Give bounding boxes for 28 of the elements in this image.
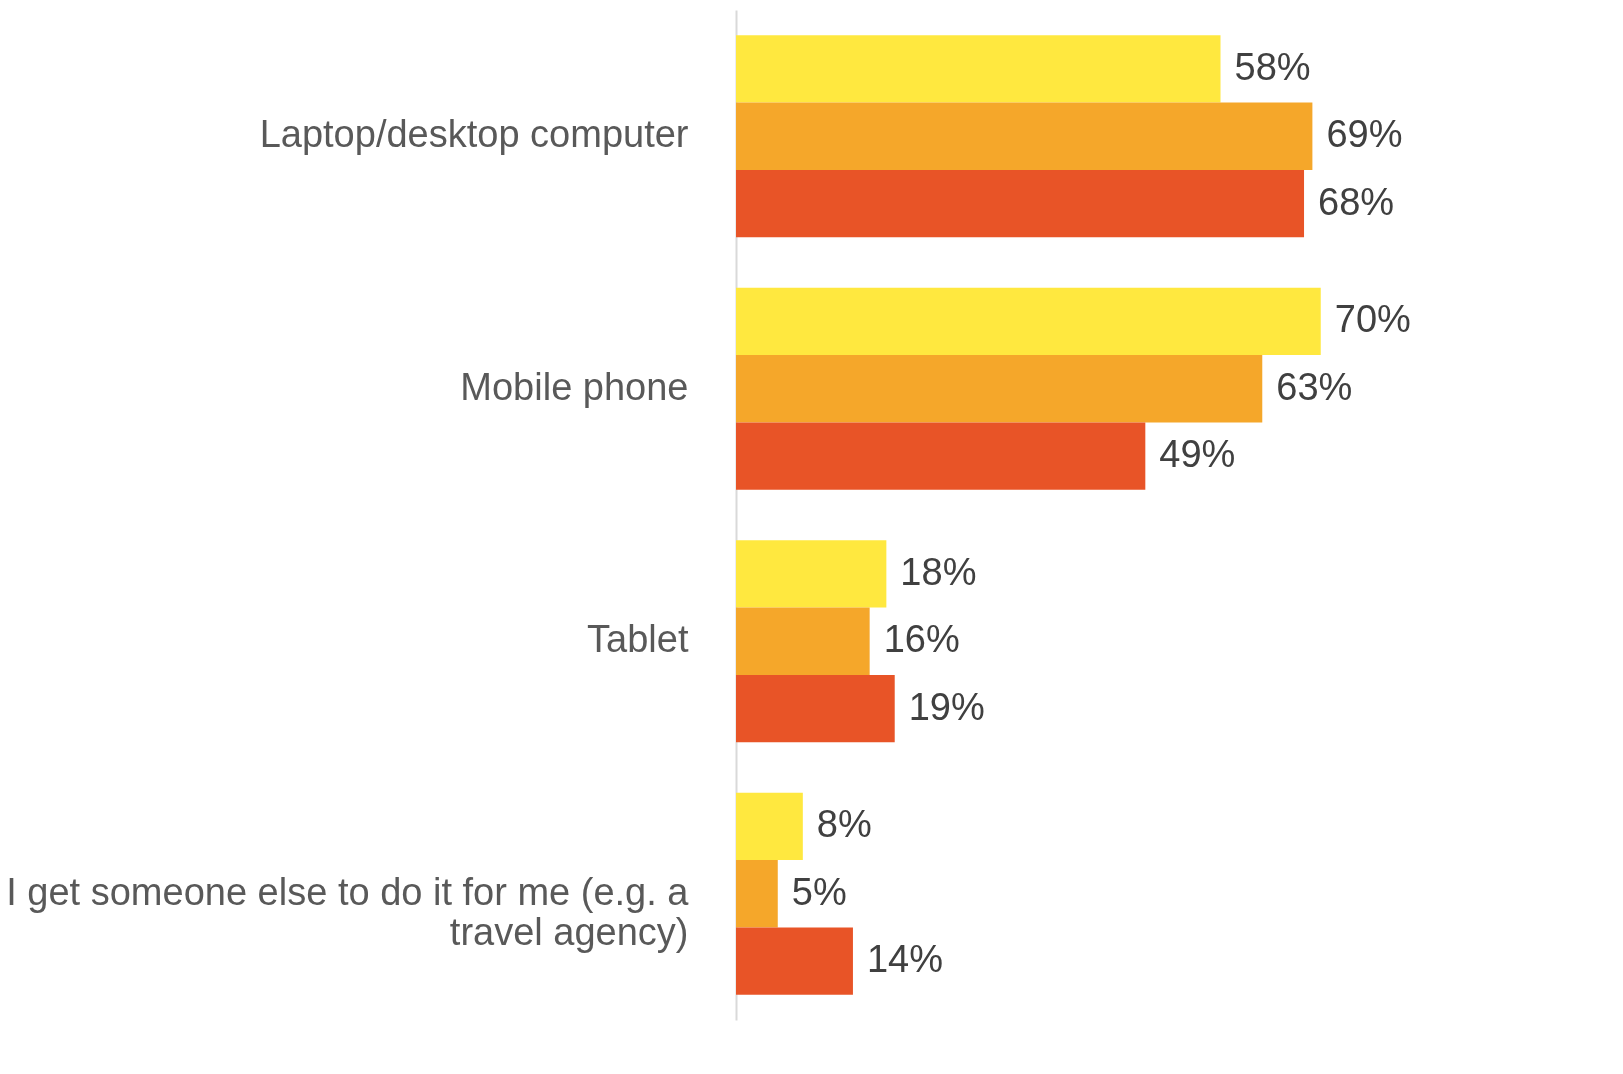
data-label: 14% xyxy=(866,938,944,981)
y-tick-label: Mobile phone xyxy=(460,365,689,408)
bar xyxy=(736,792,803,861)
y-tick-label: I get someone else to do it for me (e.g. a travel agency) xyxy=(6,870,690,953)
bar xyxy=(736,102,1313,170)
bar xyxy=(736,927,853,995)
data-label: 19% xyxy=(908,685,985,728)
bar xyxy=(736,674,895,743)
data-label: 70% xyxy=(1334,298,1411,341)
bar xyxy=(736,35,1221,103)
data-label: 16% xyxy=(883,618,960,661)
bar xyxy=(736,169,1305,238)
y-tick-label: Tablet xyxy=(587,618,689,661)
data-label: 58% xyxy=(1234,45,1311,88)
bar xyxy=(736,607,870,675)
data-label: 8% xyxy=(816,803,872,846)
y-tick-label: Laptop/desktop computer xyxy=(259,113,689,156)
data-label: 49% xyxy=(1159,433,1236,476)
bar xyxy=(736,860,778,928)
data-label: 5% xyxy=(791,870,847,913)
data-label: 63% xyxy=(1276,365,1353,408)
data-label: 68% xyxy=(1318,180,1395,223)
bar xyxy=(736,287,1321,356)
bar xyxy=(736,422,1146,490)
bar xyxy=(736,540,887,608)
data-label: 18% xyxy=(900,550,977,593)
data-label: 69% xyxy=(1326,113,1403,156)
bar xyxy=(736,355,1263,423)
